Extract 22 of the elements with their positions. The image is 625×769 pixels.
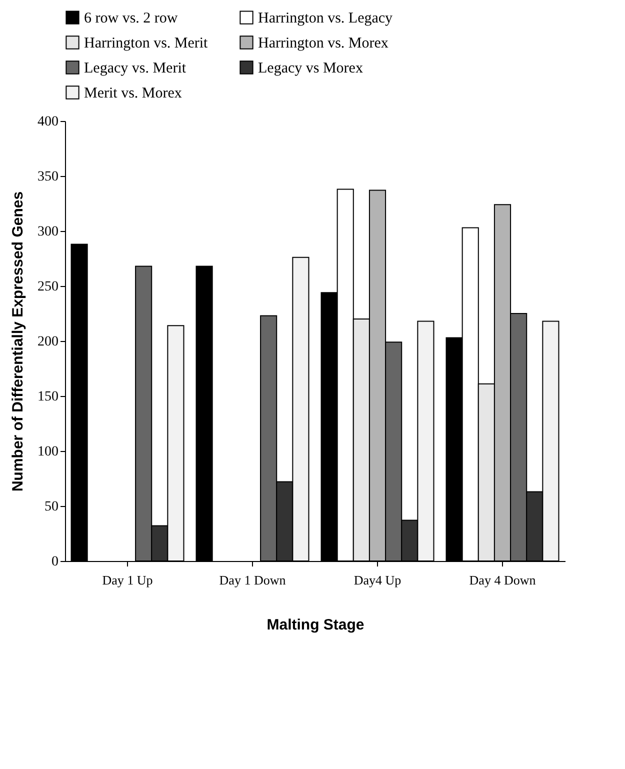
x-tick-label: Day 1 Down [219,572,286,588]
legend-label: Harrington vs. Merit [84,36,209,52]
y-tick-label: 200 [38,334,58,350]
legend-label: Harrington vs. Legacy [258,10,394,27]
y-tick-label: 0 [52,554,58,570]
legend-label: Harrington vs. Morex [258,36,389,52]
x-axis-title: Malting Stage [266,616,364,634]
legend-label: Merit vs. Morex [84,86,182,102]
y-axis-title: Number of Differentially Expressed Genes [10,191,26,492]
y-tick-label: 100 [38,444,58,460]
y-tick-label: 300 [38,224,58,240]
y-tick-label: 150 [38,390,58,404]
legend-label: Legacy vs Morex [258,60,364,76]
x-tick-label: Day4 Up [354,572,402,588]
y-tick-label: 400 [38,114,58,130]
y-tick-label: 50 [44,500,58,514]
y-tick-label: 250 [38,280,58,294]
x-tick-label: Day 4 Down [469,572,536,588]
y-tick-label: 350 [38,170,58,184]
x-tick-label: Day 1 Up [102,572,153,588]
legend-label: Legacy vs. Merit [84,60,187,76]
legend-label: 6 row vs. 2 row [84,10,178,27]
